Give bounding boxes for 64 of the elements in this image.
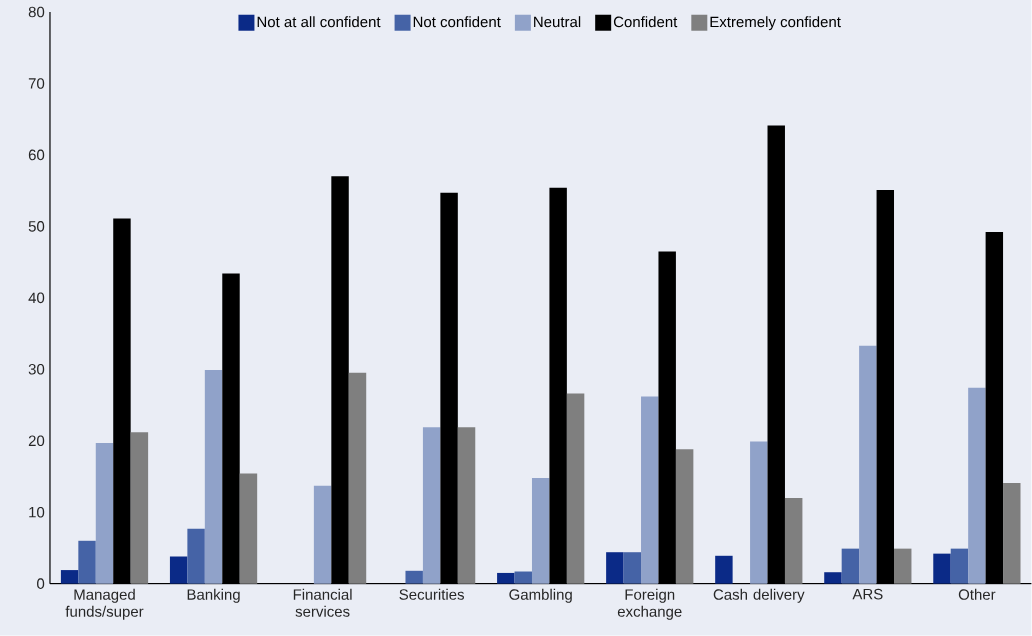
x-tick-label: Other bbox=[958, 589, 996, 601]
y-tick-label: 50 bbox=[28, 221, 45, 232]
bar bbox=[440, 192, 458, 584]
bar bbox=[95, 443, 114, 584]
x-tick-label: Securities bbox=[399, 589, 464, 601]
x-tick-label: Gambling bbox=[509, 589, 572, 604]
bar bbox=[204, 370, 223, 584]
bar bbox=[933, 553, 951, 584]
bar bbox=[658, 251, 676, 584]
x-tick-label: Foreign exchange bbox=[617, 589, 682, 620]
legend-label: Confident bbox=[613, 16, 678, 28]
bar bbox=[950, 548, 969, 584]
bar bbox=[750, 441, 768, 584]
bar bbox=[313, 485, 332, 584]
bar bbox=[606, 552, 624, 584]
x-tick-label: Banking bbox=[187, 589, 240, 604]
y-tick-label: 80 bbox=[28, 6, 45, 18]
bar bbox=[331, 176, 349, 584]
y-tick-label: 10 bbox=[29, 507, 45, 518]
bar bbox=[566, 393, 585, 584]
y-tick-label: 40 bbox=[28, 292, 45, 304]
legend-label: Not at all confident bbox=[257, 16, 381, 28]
bar bbox=[239, 473, 258, 584]
bar bbox=[876, 190, 895, 584]
y-tick-label: 20 bbox=[28, 435, 45, 447]
bar bbox=[497, 573, 515, 584]
y-tick-label: 0 bbox=[37, 578, 45, 590]
x-tick-label: ARS bbox=[852, 589, 883, 600]
bar bbox=[457, 427, 476, 584]
bar bbox=[78, 540, 96, 584]
bar bbox=[894, 548, 912, 584]
legend-label: Not confident bbox=[413, 16, 501, 28]
bar bbox=[169, 556, 188, 584]
x-tick-label: Managed funds/super bbox=[65, 589, 144, 620]
bar bbox=[514, 571, 532, 584]
bar bbox=[968, 388, 986, 584]
y-tick-label: 30 bbox=[28, 364, 45, 375]
bar bbox=[348, 373, 367, 584]
bar bbox=[222, 273, 240, 584]
bar bbox=[422, 427, 441, 584]
bar bbox=[531, 478, 550, 584]
x-tick-label: Financial services bbox=[293, 589, 352, 618]
bar bbox=[187, 528, 205, 584]
legend-label: Extremely confident bbox=[710, 16, 841, 31]
bar bbox=[841, 548, 860, 584]
bar bbox=[623, 552, 642, 584]
y-tick-label: 70 bbox=[28, 78, 45, 89]
bar bbox=[715, 555, 733, 584]
bar bbox=[767, 125, 785, 584]
bar bbox=[1003, 483, 1021, 584]
bar bbox=[824, 572, 842, 584]
bar bbox=[784, 498, 803, 584]
bar bbox=[60, 570, 79, 584]
y-tick-label: 60 bbox=[28, 149, 45, 161]
legend-label: Neutral bbox=[534, 16, 581, 28]
bar bbox=[859, 345, 877, 584]
bar bbox=[985, 232, 1004, 584]
bar bbox=[113, 218, 131, 584]
bar bbox=[549, 187, 567, 584]
bar bbox=[405, 570, 423, 584]
bar bbox=[675, 449, 694, 584]
bar bbox=[641, 396, 659, 584]
x-tick-label: Cash delivery bbox=[713, 589, 805, 604]
bar bbox=[130, 432, 149, 584]
